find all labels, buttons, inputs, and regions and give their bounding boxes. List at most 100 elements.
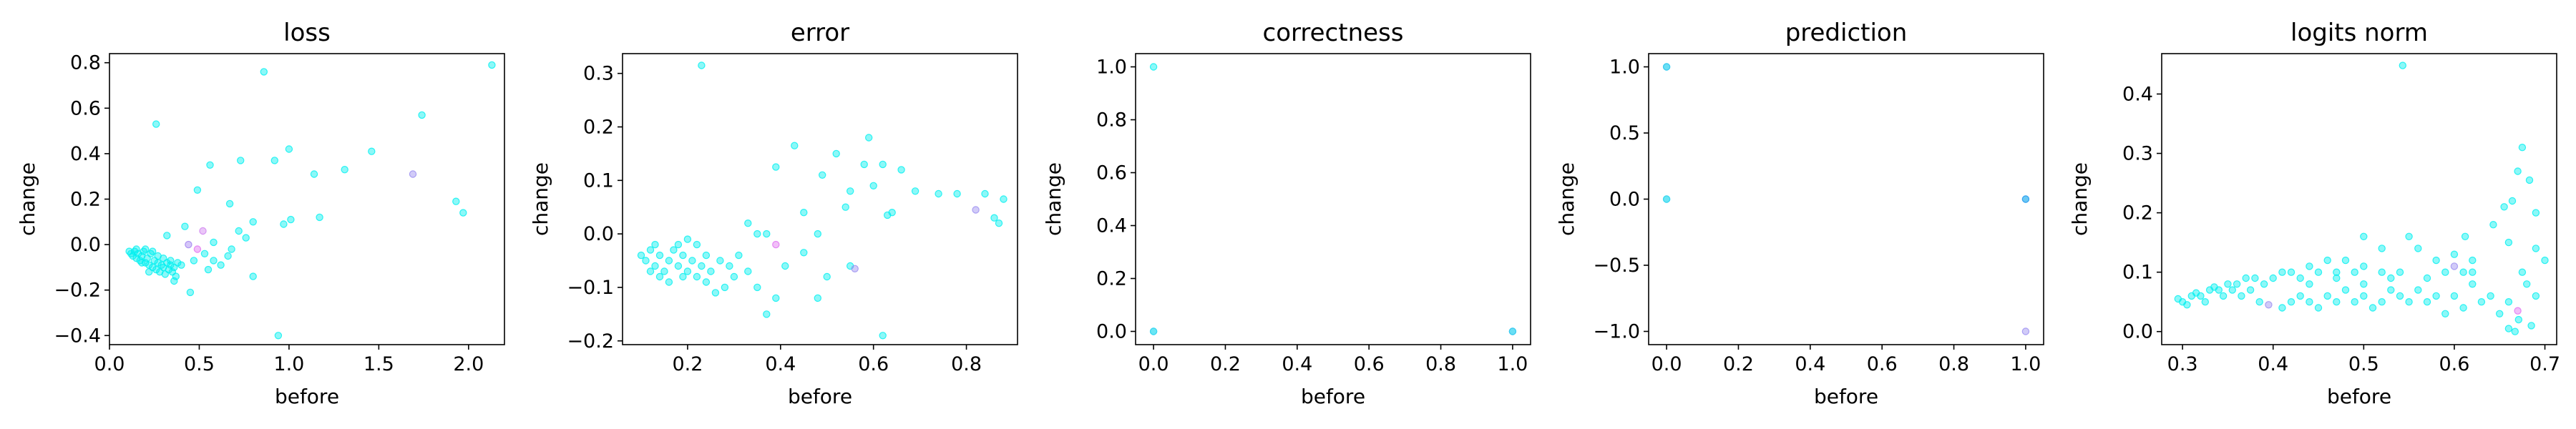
data-point [2296,274,2304,282]
data-point [637,251,645,260]
data-point [679,272,687,281]
x-tick-label: 0.4 [765,353,796,375]
data-point [2306,262,2313,270]
data-point [2378,245,2386,252]
data-point [190,257,198,265]
data-point [683,235,692,243]
data-point [418,111,426,119]
data-point [2414,286,2422,294]
data-point [160,255,167,262]
data-point [285,145,293,153]
data-point [655,272,664,281]
data-point [2265,301,2273,309]
data-point [2469,256,2477,265]
data-point [2228,286,2236,294]
data-point [2504,325,2513,332]
data-point [698,262,706,270]
data-point [2477,298,2486,306]
y-axis-label: change [16,162,39,236]
data-point [2405,232,2413,240]
data-point [879,160,887,169]
data-point [152,120,160,128]
x-tick-label: 1.0 [1497,353,1528,375]
data-point [2269,274,2277,282]
y-tick-label: 0.2 [1096,268,1127,290]
data-point [823,272,831,281]
data-point [2441,310,2449,317]
data-point [2461,232,2469,240]
data-point [2296,292,2304,300]
y-tick-label: 0.6 [70,97,101,119]
y-tick-label: 0.8 [70,52,101,74]
data-point [145,268,153,276]
data-point [200,250,209,257]
data-point [193,186,202,194]
data-point [2183,301,2191,309]
x-tick-label: 0.2 [1210,353,1241,375]
y-axis-label: change [1555,162,1579,236]
data-point [217,261,225,269]
data-point [2459,304,2467,312]
data-point [270,157,278,164]
data-point [2201,298,2209,306]
data-point [186,288,195,297]
y-tick-label: 1.0 [1609,56,1640,79]
x-tick-label: 0.8 [1425,353,1456,375]
data-point [735,251,743,260]
data-point [2459,268,2467,276]
data-point [869,182,877,189]
y-tick-label: 0.0 [70,234,101,256]
data-point [832,149,840,158]
data-point [693,240,701,249]
data-point [772,240,780,249]
x-tick-label: 0.4 [1795,353,1825,375]
data-point [2378,298,2386,306]
data-point [791,142,799,149]
data-point [670,246,678,254]
data-point [310,170,318,178]
data-point [249,272,257,280]
data-point [2378,268,2386,276]
data-point [2387,286,2395,294]
x-tick-label: 1.5 [364,353,394,375]
plot-title: correctness [1263,19,1404,47]
data-point [698,61,706,69]
y-tick-label: −0.5 [1593,255,1640,277]
data-point [368,147,376,155]
data-point [651,262,659,270]
data-point [280,220,288,228]
data-point [2323,292,2331,300]
data-point [818,171,826,179]
data-point [679,251,687,260]
data-point [2489,221,2497,229]
y-axis-label: change [1042,162,1065,236]
subplot-2: 0.2 0.4 0.6 0.8 −0.2 −0.1 0.0 0.1 0.2 0.3 error bef… [529,19,1018,408]
y-tick-label: 0.1 [2122,262,2153,284]
data-point [206,161,214,169]
data-point [2242,274,2250,282]
data-point [860,160,868,169]
data-point [2518,143,2527,152]
data-point [2450,262,2459,270]
data-point [744,220,752,227]
data-point [646,246,655,254]
x-tick-label: 0.2 [1723,353,1754,375]
data-point [2360,280,2368,288]
data-point [800,209,808,217]
data-point [488,61,496,69]
data-point [204,265,213,274]
data-point [2278,268,2286,276]
data-point [2532,292,2540,300]
data-point [655,251,664,260]
data-point [2469,280,2477,288]
data-point [935,189,942,198]
data-point [2423,274,2431,282]
x-axis-label: before [788,385,852,408]
data-point [2514,307,2522,315]
data-point [459,209,467,217]
scatter-points [1149,63,1517,335]
data-point [2306,298,2313,306]
y-tick-label: 0.4 [1096,215,1127,237]
data-point [2174,295,2182,303]
